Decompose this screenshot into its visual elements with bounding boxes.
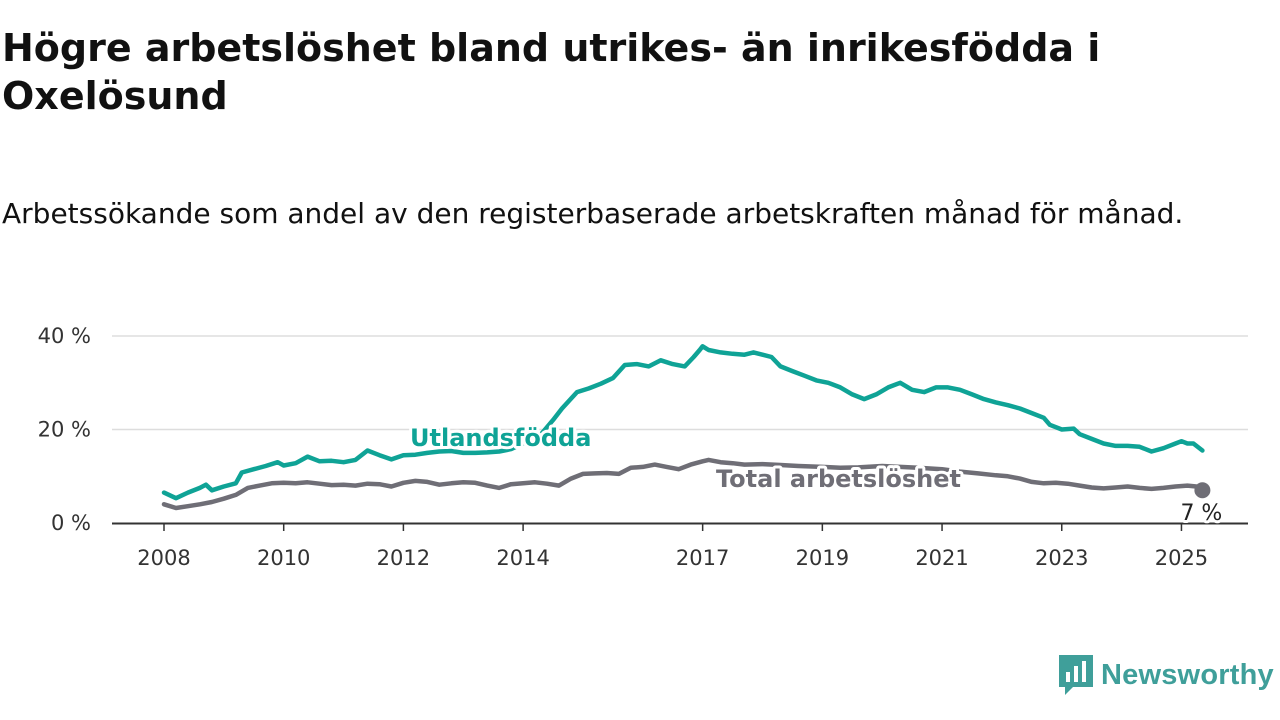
newsworthy-logo: Newsworthy <box>1059 655 1274 695</box>
total-end-value-label: 7 % <box>1180 501 1222 526</box>
x-axis-ticks: 2008 2010 2012 2014 2017 2019 2021 2023 2025 <box>137 523 1208 570</box>
x-tick-label: 2023 <box>1035 546 1088 570</box>
grid-lines <box>112 335 1248 431</box>
newsworthy-logo-icon <box>1059 655 1093 695</box>
x-tick-label: 2010 <box>257 546 310 570</box>
chart-title: Högre arbetslöshet bland utrikes- än inr… <box>2 26 1101 118</box>
x-tick-label: 2014 <box>496 546 549 570</box>
x-tick-label: 2008 <box>137 546 190 570</box>
x-tick-label: 2019 <box>796 546 849 570</box>
total-arbetsloshet-label: Total arbetslöshet <box>716 465 961 493</box>
series-labels: Utlandsfödda Total arbetslöshet 7 % <box>407 421 1225 529</box>
y-axis-tick-labels: 0 % 20 % 40 % <box>38 324 91 535</box>
y-tick-label: 0 % <box>51 511 91 535</box>
series-lines <box>161 344 1205 511</box>
utlandsfodda-line <box>161 344 1205 501</box>
total-arbetsloshet-line <box>161 457 1205 511</box>
y-tick-label: 40 % <box>38 324 91 348</box>
x-tick-label: 2021 <box>915 546 968 570</box>
total-end-marker <box>1194 482 1211 499</box>
y-tick-label: 20 % <box>38 418 91 442</box>
x-tick-label: 2017 <box>676 546 729 570</box>
utlandsfodda-label: Utlandsfödda <box>410 424 591 452</box>
brand-name: Newsworthy <box>1101 658 1274 691</box>
x-tick-label: 2025 <box>1155 546 1208 570</box>
x-tick-label: 2012 <box>377 546 430 570</box>
chart-subtitle: Arbetssökande som andel av den registerb… <box>2 197 1184 230</box>
